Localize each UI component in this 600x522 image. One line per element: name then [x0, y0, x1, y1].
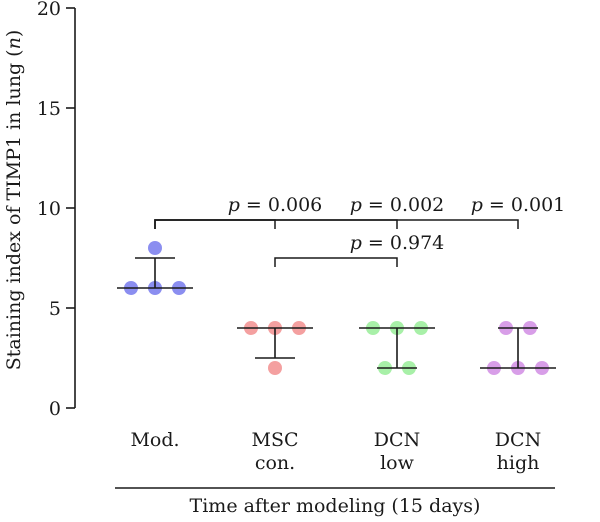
comparison-bracket: p = 0.001	[154, 194, 566, 229]
x-category-label: DCN low	[374, 429, 420, 474]
data-point	[268, 361, 282, 375]
comparison-bracket: p = 0.006	[154, 194, 323, 229]
comparison-bracket: p = 0.974	[274, 232, 445, 267]
data-point	[148, 241, 162, 255]
y-axis-title-text: Staining index of TIMP1 in lung	[3, 63, 25, 370]
p-value-label: p = 0.974	[350, 232, 445, 254]
bracket-line	[274, 257, 398, 267]
p-value-label: p = 0.002	[350, 194, 445, 216]
bracket-line	[154, 219, 519, 229]
y-tick-label: 15	[37, 98, 61, 120]
y-tick-label: 5	[49, 298, 61, 320]
y-tick-label: 0	[49, 398, 61, 420]
y-axis: 0 5 10 15 20	[37, 0, 76, 420]
data-group	[359, 321, 435, 375]
x-axis: Mod. MSC con. DCN low DCN high	[115, 429, 555, 489]
data-groups	[117, 241, 556, 375]
p-value-label: p = 0.006	[228, 194, 323, 216]
y-tick-label: 10	[37, 198, 61, 220]
y-tick-label: 20	[37, 0, 61, 20]
significance-brackets: p = 0.006 p = 0.002 p = 0.001 p = 0.974	[154, 194, 566, 267]
x-category-label: DCN high	[495, 429, 541, 474]
bracket-line	[154, 219, 398, 229]
y-axis-title: Staining index of TIMP1 in lung (n)	[3, 30, 25, 371]
data-group	[237, 321, 313, 375]
x-category-label: MSC con.	[251, 429, 298, 474]
data-group	[117, 241, 193, 295]
bracket-line	[154, 219, 276, 229]
p-value-label: p = 0.001	[471, 194, 566, 216]
x-axis-title: Time after modeling (15 days)	[190, 495, 481, 517]
data-group	[480, 321, 556, 375]
y-axis-title-unit: n	[3, 37, 25, 49]
x-category-label: Mod.	[130, 429, 179, 451]
